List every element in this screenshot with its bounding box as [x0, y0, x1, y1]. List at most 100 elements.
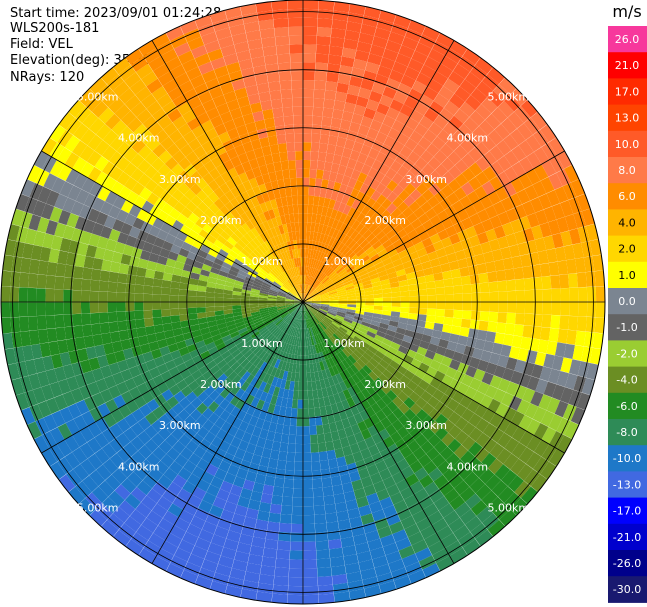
ray-gate [341, 110, 354, 122]
ray-gate [554, 246, 567, 262]
ray-gate [197, 312, 207, 319]
ray-gate [129, 79, 147, 95]
ray-gate [344, 282, 354, 289]
ray-gate [450, 268, 461, 279]
ray-gate [375, 182, 387, 195]
ray-gate [349, 516, 363, 528]
ray-gate [278, 291, 287, 296]
ray-gate [127, 471, 143, 487]
ray-gate [433, 474, 449, 489]
ray-gate [469, 377, 482, 391]
ray-gate [65, 117, 82, 135]
ray-gate [32, 387, 46, 404]
ray-gate [99, 322, 110, 334]
ray-gate [369, 178, 381, 191]
ray-gate [4, 239, 17, 257]
ray-gate [399, 375, 411, 386]
ray-gate [177, 102, 192, 116]
colorbar-tick-label: -10.0 [613, 452, 641, 465]
ray-gate [347, 207, 357, 218]
ray-gate [223, 501, 238, 514]
ray-gate [281, 312, 290, 319]
ray-gate [279, 80, 292, 90]
ray-gate [291, 195, 298, 205]
ray-gate [585, 316, 596, 333]
ray-gate [303, 364, 307, 374]
ray-gate [389, 234, 400, 244]
ray-gate [378, 359, 390, 370]
ray-gate [379, 253, 391, 262]
ray-gate [329, 36, 345, 48]
ray-gate [369, 501, 383, 514]
ray-gate [479, 311, 490, 322]
ray-gate [317, 333, 324, 343]
ray-gate [296, 310, 301, 319]
ray-gate [362, 242, 372, 252]
ray-gate [414, 326, 425, 335]
ray-gate [379, 322, 389, 330]
colorbar-segment [608, 419, 647, 446]
ray-gate [349, 442, 361, 455]
ray-gate [248, 462, 260, 474]
ray-gate [290, 372, 296, 382]
ray-gate [7, 363, 20, 381]
ray-gate [304, 337, 308, 347]
ray-gate [428, 540, 446, 556]
ray-gate [309, 267, 314, 277]
ray-gate [335, 230, 343, 241]
ray-gate [321, 206, 329, 217]
ray-gate [514, 384, 527, 400]
ray-gate [288, 268, 294, 278]
ray-gate [80, 128, 96, 146]
ray-gate [443, 316, 454, 326]
ray-gate [316, 558, 331, 569]
ray-gate [283, 352, 290, 363]
ray-gate [292, 97, 303, 107]
ray-gate [201, 184, 214, 197]
ray-gate [395, 212, 407, 224]
ray-gate [317, 261, 324, 271]
ray-gate [303, 299, 312, 302]
ray-gate [205, 296, 215, 302]
ray-gate [114, 241, 126, 254]
ray-gate [427, 395, 440, 409]
ray-gate [409, 176, 423, 189]
ray-gate [431, 329, 443, 339]
ray-gate [184, 403, 197, 416]
ray-gate [220, 82, 235, 95]
ray-gate [344, 166, 354, 178]
ray-gate [440, 532, 458, 549]
ray-gate [335, 220, 344, 231]
ray-gate [276, 264, 284, 274]
ray-gate [474, 253, 486, 265]
ray-gate [276, 299, 286, 302]
ray-gate [305, 275, 309, 285]
ray-gate [560, 200, 574, 217]
ray-gate [342, 246, 351, 256]
ray-gate [289, 550, 303, 560]
ray-gate [315, 178, 323, 188]
ray-gate [290, 277, 296, 287]
ray-gate [158, 413, 171, 427]
ray-gate [524, 289, 534, 302]
ray-gate [267, 190, 276, 201]
ray-gate [232, 417, 243, 429]
ray-gate [210, 244, 222, 254]
ray-gate [432, 202, 445, 215]
ray-gate [488, 352, 501, 365]
ray-gate [151, 503, 168, 519]
ray-gate [213, 224, 224, 235]
ray-gate [440, 55, 458, 71]
ray-gate [365, 406, 376, 418]
ray-gate [272, 486, 284, 497]
ray-gate [507, 290, 517, 302]
ray-gate [303, 293, 306, 302]
ray-gate [200, 350, 211, 360]
ray-gate [241, 333, 251, 341]
ray-gate [504, 166, 519, 182]
ray-gate [66, 469, 83, 487]
ray-gate [140, 370, 153, 383]
ray-gate [252, 426, 262, 438]
ray-gate [347, 386, 357, 397]
